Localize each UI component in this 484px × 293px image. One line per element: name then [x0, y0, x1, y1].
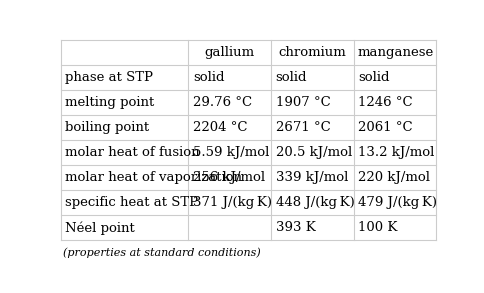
Text: 29.76 °C: 29.76 °C [193, 96, 252, 109]
Text: boiling point: boiling point [65, 121, 149, 134]
Text: phase at STP: phase at STP [65, 71, 153, 84]
Text: 1246 °C: 1246 °C [358, 96, 412, 109]
Text: 371 J/(kg K): 371 J/(kg K) [193, 196, 272, 209]
Text: gallium: gallium [204, 46, 254, 59]
Text: molar heat of vaporization: molar heat of vaporization [65, 171, 242, 184]
Text: 256 kJ/mol: 256 kJ/mol [193, 171, 265, 184]
Text: 2061 °C: 2061 °C [358, 121, 412, 134]
Text: manganese: manganese [356, 46, 432, 59]
Text: solid: solid [275, 71, 306, 84]
Text: 2204 °C: 2204 °C [193, 121, 247, 134]
Text: 220 kJ/mol: 220 kJ/mol [358, 171, 429, 184]
Text: 2671 °C: 2671 °C [275, 121, 330, 134]
Text: 5.59 kJ/mol: 5.59 kJ/mol [193, 146, 269, 159]
Text: chromium: chromium [278, 46, 346, 59]
Text: (properties at standard conditions): (properties at standard conditions) [62, 248, 260, 258]
Text: solid: solid [193, 71, 224, 84]
Text: Néel point: Néel point [65, 221, 135, 235]
Text: 1907 °C: 1907 °C [275, 96, 330, 109]
Text: 339 kJ/mol: 339 kJ/mol [275, 171, 348, 184]
Text: 100 K: 100 K [358, 222, 397, 234]
Text: 393 K: 393 K [275, 222, 315, 234]
Text: solid: solid [358, 71, 389, 84]
Text: 448 J/(kg K): 448 J/(kg K) [275, 196, 354, 209]
Text: specific heat at STP: specific heat at STP [65, 196, 198, 209]
Text: 13.2 kJ/mol: 13.2 kJ/mol [358, 146, 434, 159]
Text: molar heat of fusion: molar heat of fusion [65, 146, 199, 159]
Text: 20.5 kJ/mol: 20.5 kJ/mol [275, 146, 351, 159]
Text: 479 J/(kg K): 479 J/(kg K) [358, 196, 437, 209]
Text: melting point: melting point [65, 96, 154, 109]
